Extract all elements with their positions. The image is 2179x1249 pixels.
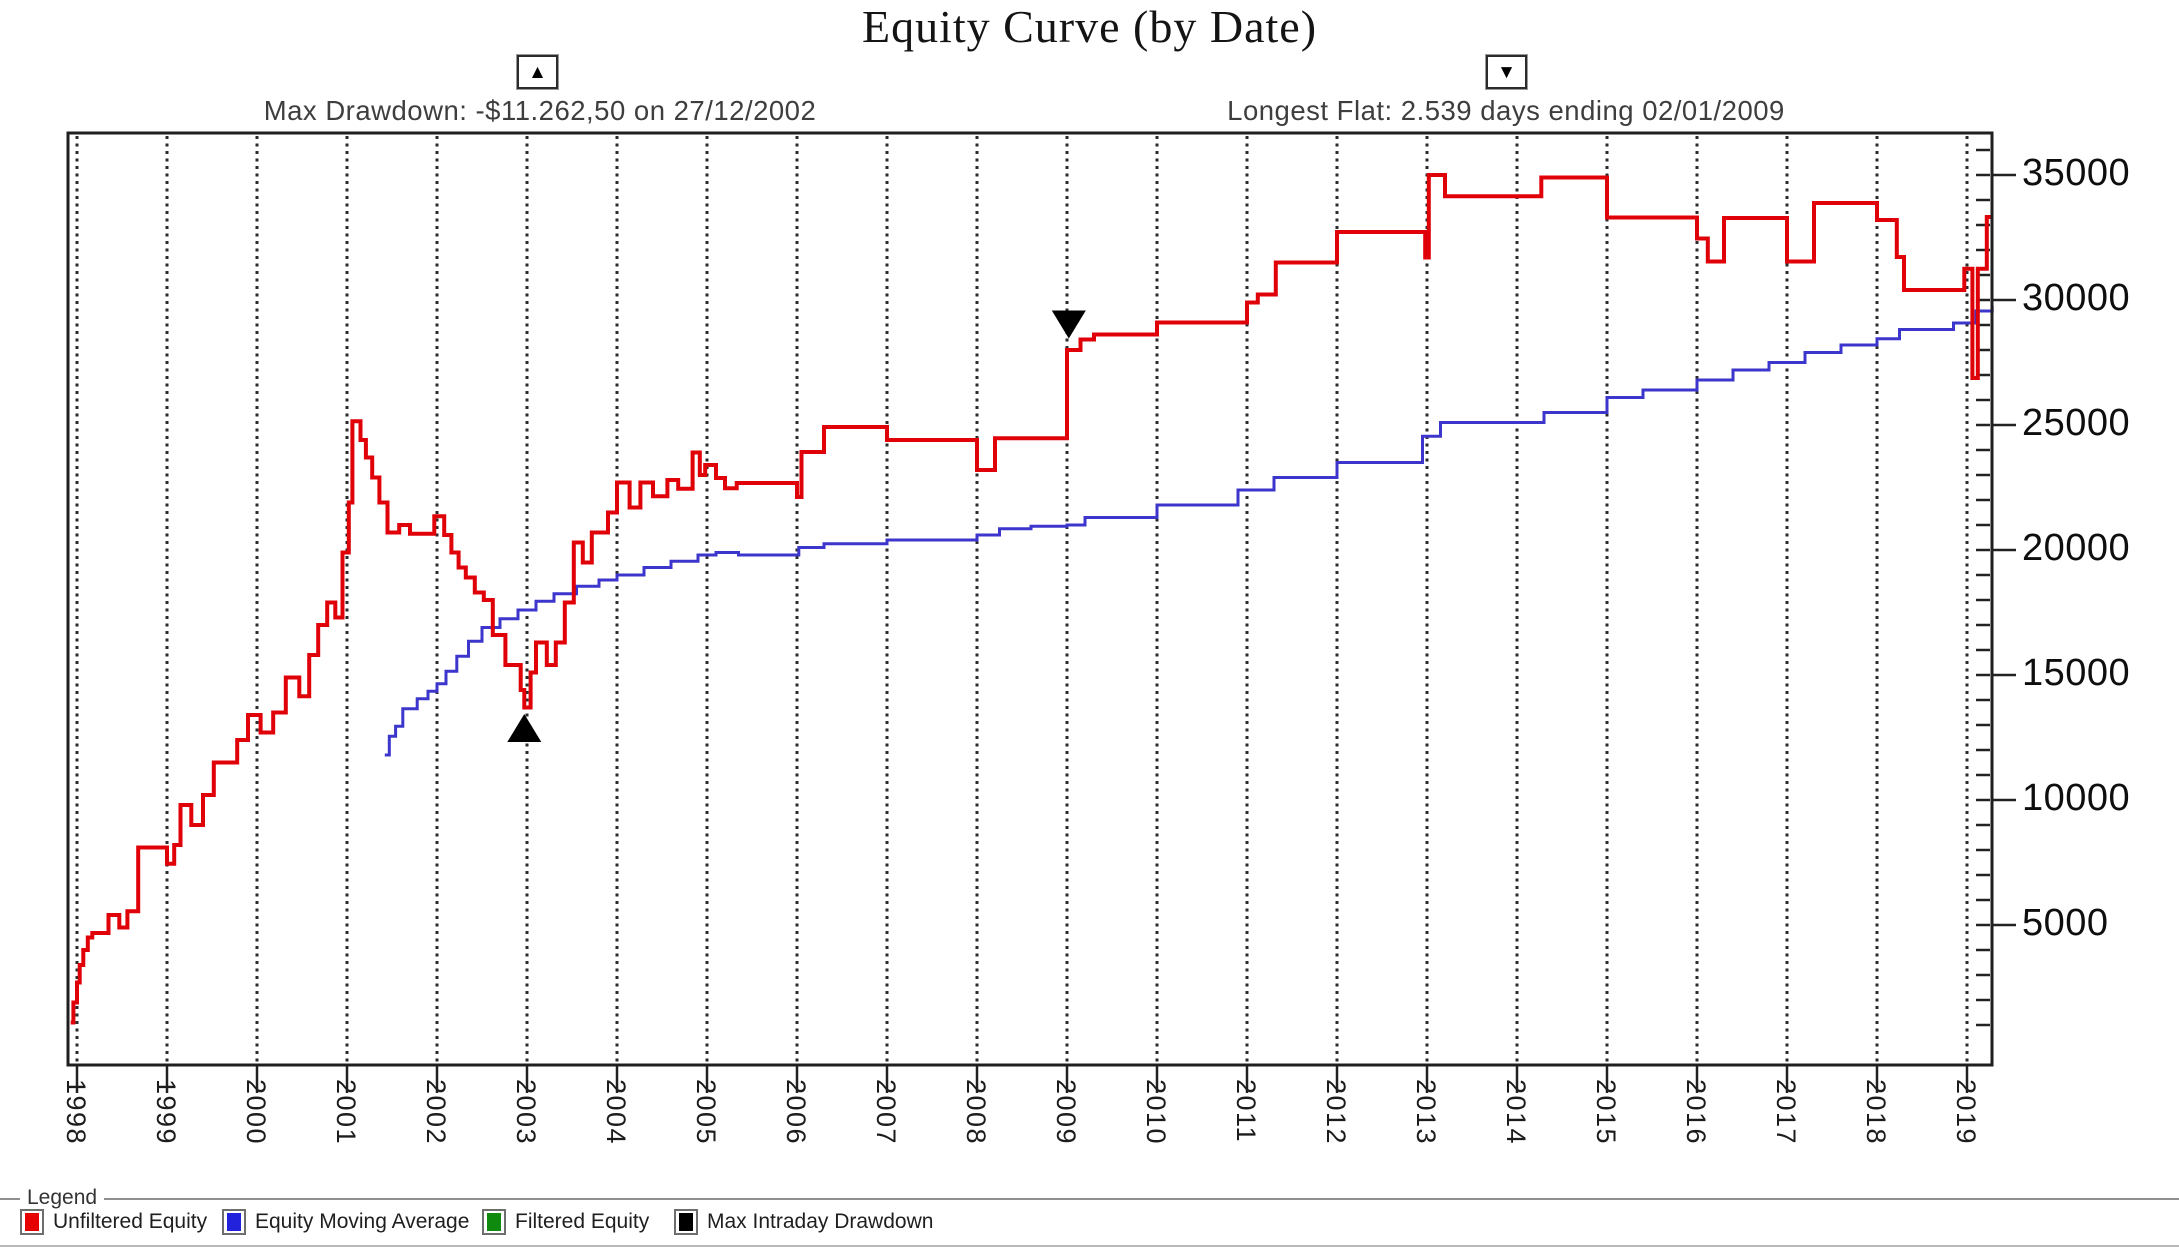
x-axis-label: 2003 (511, 1079, 541, 1146)
y-axis-label: 30000 (2022, 277, 2131, 319)
y-axis-label: 20000 (2022, 527, 2131, 569)
legend-item-label: Equity Moving Average (255, 1210, 470, 1233)
x-axis-label: 2014 (1501, 1079, 1531, 1146)
x-axis-label: 2019 (1951, 1079, 1981, 1146)
x-axis-label: 2005 (691, 1079, 721, 1146)
legend-color-chip (25, 1213, 39, 1231)
x-axis-label: 2001 (331, 1079, 361, 1146)
max-drawdown-marker (507, 714, 542, 742)
x-axis-label: 2013 (1411, 1079, 1441, 1146)
legend-caption: Legend (20, 1186, 105, 1210)
x-axis-label: 2015 (1591, 1079, 1621, 1146)
legend-item: Filtered Equity (482, 1209, 649, 1235)
legend-color-chip (227, 1213, 241, 1231)
y-axis-label: 10000 (2022, 777, 2131, 819)
x-axis-label: 2016 (1681, 1079, 1711, 1146)
legend-item: Max Intraday Drawdown (674, 1209, 933, 1235)
y-axis-label: 15000 (2022, 652, 2131, 694)
max-drawdown-annotation: Max Drawdown: -$11.262,50 on 27/12/2002 (263, 95, 817, 126)
legend-panel: Legend Unfiltered Equity Equity Moving Av… (0, 1186, 2179, 1247)
longest-flat-marker (1051, 310, 1086, 339)
y-axis-label: 35000 (2022, 152, 2131, 194)
x-axis-label: 2009 (1051, 1079, 1081, 1146)
x-axis-label: 2018 (1861, 1079, 1891, 1146)
legend-swatch-icon (482, 1209, 506, 1235)
equity-moving-average-line (384, 306, 1994, 757)
x-axis-label: 1999 (151, 1079, 181, 1146)
y-axis-label: 25000 (2022, 402, 2131, 444)
x-axis-label: 2017 (1771, 1079, 1801, 1146)
plot-border (66, 131, 1994, 1067)
page-title: Equity Curve (by Date) (861, 1, 1318, 52)
x-axis-label: 1998 (61, 1079, 91, 1146)
legend-item-label: Unfiltered Equity (53, 1210, 208, 1233)
legend-color-chip (679, 1213, 693, 1231)
legend-item: Unfiltered Equity (20, 1209, 207, 1235)
bottom-divider (0, 1245, 2179, 1247)
triangle-up-icon: ▲ (528, 61, 547, 83)
legend-color-chip (487, 1213, 501, 1231)
legend-swatch-icon (674, 1209, 698, 1235)
max-drawdown-arrow-button[interactable]: ▲ (516, 54, 559, 90)
x-axis-label: 2004 (601, 1079, 631, 1146)
x-axis-label: 2007 (871, 1079, 901, 1146)
unfiltered-equity-line (70, 173, 1992, 1025)
x-axis-label: 2010 (1141, 1079, 1171, 1146)
legend-swatch-icon (222, 1209, 246, 1235)
x-axis-label: 2012 (1321, 1079, 1351, 1146)
legend-item-label: Max Intraday Drawdown (707, 1210, 934, 1233)
legend-item-label: Filtered Equity (515, 1210, 650, 1233)
legend-swatch-icon (20, 1209, 44, 1235)
x-axis-label: 2008 (961, 1079, 991, 1146)
legend-item: Equity Moving Average (222, 1209, 469, 1235)
x-axis-label: 2000 (241, 1079, 271, 1146)
y-axis-label: 5000 (2022, 902, 2109, 944)
x-axis-label: 2006 (781, 1079, 811, 1146)
x-axis-label: 2011 (1231, 1079, 1261, 1144)
longest-flat-annotation: Longest Flat: 2.539 days ending 02/01/20… (1227, 95, 1785, 126)
longest-flat-arrow-button[interactable]: ▼ (1485, 54, 1528, 90)
triangle-down-icon: ▼ (1497, 61, 1516, 83)
x-axis-label: 2002 (421, 1079, 451, 1146)
